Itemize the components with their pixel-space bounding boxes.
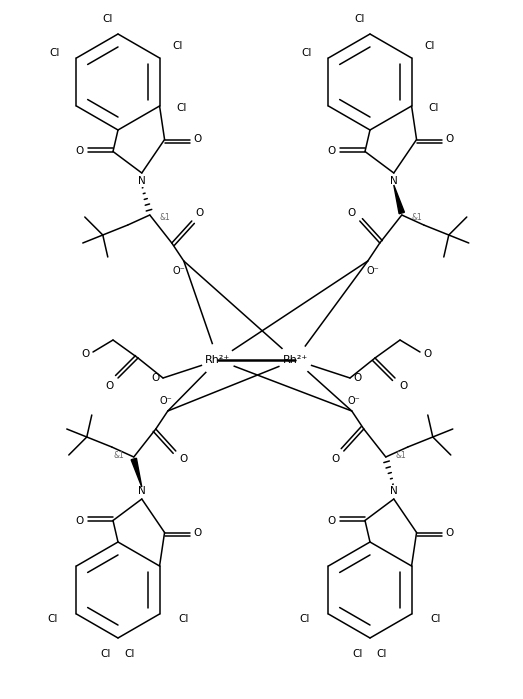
Text: Rh²⁺: Rh²⁺ [282, 355, 308, 365]
Text: O: O [446, 134, 453, 145]
Text: O⁻: O⁻ [347, 396, 360, 406]
Text: O: O [446, 528, 453, 538]
Text: O: O [81, 349, 89, 359]
Text: Cl: Cl [125, 649, 135, 659]
Text: N: N [390, 176, 397, 186]
Text: Cl: Cl [301, 48, 312, 58]
Text: Cl: Cl [430, 614, 441, 624]
Text: Rh²⁺: Rh²⁺ [206, 355, 231, 365]
Text: O⁻: O⁻ [160, 396, 172, 406]
Text: Cl: Cl [173, 41, 183, 51]
Text: O: O [332, 454, 340, 464]
Text: O⁻: O⁻ [367, 266, 379, 276]
Text: O⁻: O⁻ [173, 266, 185, 276]
Text: O: O [354, 373, 362, 383]
Text: Cl: Cl [355, 14, 365, 24]
Text: O: O [399, 381, 407, 391]
Text: N: N [138, 486, 146, 496]
Text: O: O [76, 515, 84, 526]
Text: Cl: Cl [47, 614, 58, 624]
Text: Cl: Cl [49, 48, 60, 58]
Text: &1: &1 [412, 212, 422, 222]
Text: Cl: Cl [101, 649, 111, 659]
Text: O: O [328, 147, 336, 157]
Text: O: O [424, 349, 432, 359]
Text: &1: &1 [160, 212, 170, 222]
Text: O: O [194, 528, 202, 538]
Circle shape [202, 344, 234, 376]
Text: Cl: Cl [299, 614, 310, 624]
Text: Cl: Cl [424, 41, 435, 51]
Text: &1: &1 [113, 450, 124, 459]
Text: Cl: Cl [103, 14, 113, 24]
Text: Cl: Cl [176, 103, 187, 113]
Text: O: O [151, 373, 159, 383]
Text: O: O [106, 381, 114, 391]
Circle shape [279, 344, 311, 376]
Text: Cl: Cl [428, 103, 439, 113]
Text: N: N [390, 486, 397, 496]
Text: O: O [328, 515, 336, 526]
Text: O: O [76, 147, 84, 157]
Text: O: O [194, 134, 202, 145]
Text: &1: &1 [395, 450, 406, 459]
Text: O: O [348, 208, 356, 218]
Text: Cl: Cl [353, 649, 363, 659]
Polygon shape [394, 185, 404, 214]
Polygon shape [131, 459, 142, 487]
Text: N: N [138, 176, 146, 186]
Text: Cl: Cl [377, 649, 387, 659]
Text: O: O [180, 454, 188, 464]
Text: O: O [196, 208, 204, 218]
Text: Cl: Cl [178, 614, 189, 624]
